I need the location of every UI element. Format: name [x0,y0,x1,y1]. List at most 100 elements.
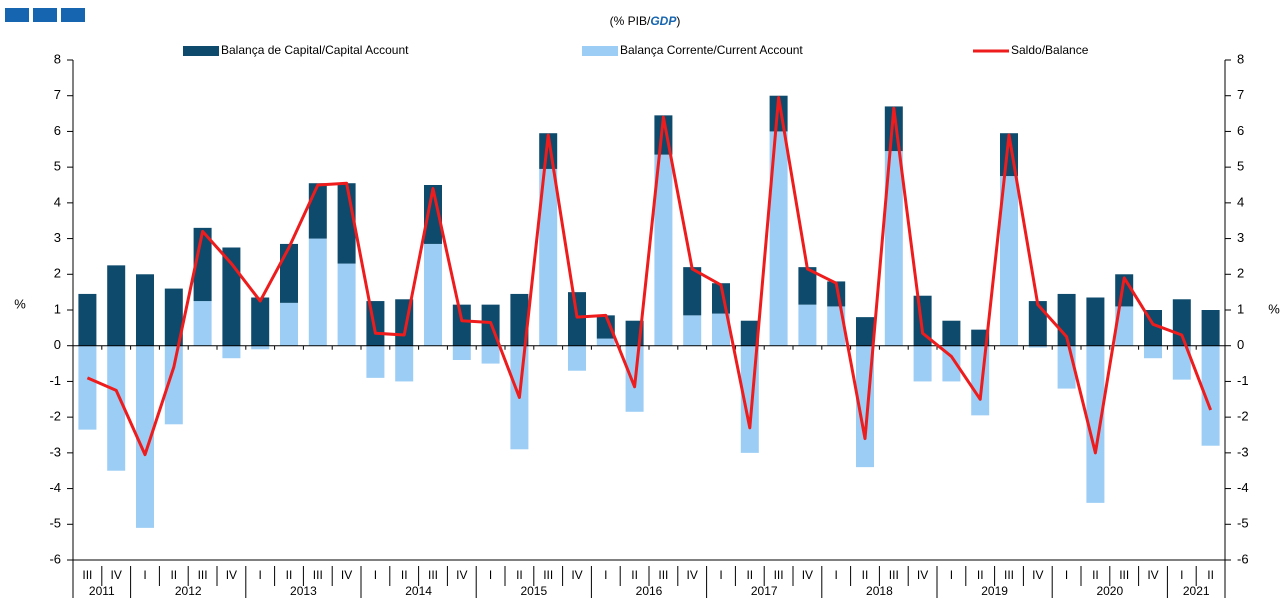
y2-tick-label: 2 [1237,266,1244,281]
x-tick-label: IV [111,568,122,582]
bar [78,293,97,346]
bar [913,345,932,382]
x-tick-label: II [286,568,293,582]
x-tick-label: IV [687,568,698,582]
bar [424,185,442,244]
y2-tick-label: -4 [1237,480,1249,495]
logo-block [5,8,29,22]
y-tick-label: 3 [54,230,61,245]
bar [164,288,183,346]
x-tick-label: II [746,568,753,582]
x-tick-label: IV [1147,568,1158,582]
legend-swatch [183,46,219,56]
year-label: 2015 [520,584,547,598]
x-tick-label: I [374,568,377,582]
bar [107,345,126,471]
x-tick-label: IV [456,568,467,582]
bar [481,345,500,364]
y2-tick-label: 3 [1237,230,1244,245]
bar [971,345,990,416]
x-tick-label: II [631,568,638,582]
bar [107,265,126,346]
bar [510,293,529,346]
bar [1115,306,1134,346]
y2-tick-label: -3 [1237,444,1249,459]
year-label: 2016 [636,584,663,598]
x-tick-label: III [428,568,438,582]
x-tick-label: I [1180,568,1183,582]
bar [251,345,270,350]
year-label: 2019 [981,584,1008,598]
x-tick-label: I [835,568,838,582]
bar [568,345,586,371]
y-tick-label: 0 [54,337,61,352]
y-tick-label: -5 [49,516,61,531]
balance-line [86,96,1213,457]
x-tick-label: III [658,568,668,582]
x-tick-label: III [774,568,784,582]
x-tick-label: I [719,568,722,582]
year-label: 2018 [866,584,893,598]
bar [78,345,97,430]
bar [827,306,846,346]
y2-tick-label: 0 [1237,337,1244,352]
x-tick-label: I [604,568,607,582]
bar [1201,310,1220,346]
y-tick-label: 1 [54,301,61,316]
bar [136,274,154,346]
bar [308,238,327,346]
bar [884,151,903,346]
title-part: (% PIB/ [610,14,651,28]
x-tick-label: I [489,568,492,582]
bar [539,168,558,346]
bar [366,345,385,378]
y-tick-label: -4 [49,480,61,495]
y2-tick-label: -1 [1237,373,1249,388]
bar [596,315,615,339]
x-tick-label: I [1065,568,1068,582]
bar [683,267,702,316]
x-tick-label: IV [226,568,237,582]
x-tick-label: IV [341,568,352,582]
bar [251,297,270,346]
x-tick-label: II [1092,568,1099,582]
y-tick-label: -2 [49,409,61,424]
bar [596,338,615,346]
chart-title: (% PIB/GDP) [610,14,681,28]
year-label: 2012 [175,584,202,598]
x-tick-label: III [313,568,323,582]
bar [1028,345,1047,348]
y2-tick-label: 5 [1237,159,1244,174]
x-tick-label: II [977,568,984,582]
y2-tick-label: 4 [1237,194,1244,209]
year-label: 2021 [1183,584,1210,598]
bar [193,301,212,346]
legend-label: Balança Corrente/Current Account [620,43,803,57]
x-tick-label: III [198,568,208,582]
x-tick-label: II [170,568,177,582]
logo-block [61,8,85,22]
bar [280,302,298,346]
y2-tick-label: 6 [1237,123,1244,138]
year-label: 2020 [1096,584,1123,598]
y2-tick-label: -6 [1237,551,1249,566]
bar [164,345,183,425]
x-tick-label: III [1004,568,1014,582]
y-tick-label: 4 [54,194,61,209]
bar [424,243,442,346]
bar [769,131,788,346]
y-tick-label: -6 [49,551,61,566]
legend-swatch [582,46,618,56]
legend-label: Balança de Capital/Capital Account [221,43,409,57]
bar [1028,301,1047,346]
bar [280,243,298,303]
bar [337,263,356,346]
bar [1201,345,1220,446]
x-tick-label: II [516,568,523,582]
x-tick-label: II [401,568,408,582]
bar [1086,345,1105,503]
y-tick-label: 7 [54,87,61,102]
x-tick-label: IV [1032,568,1043,582]
bar [740,320,759,346]
bar [856,317,874,346]
